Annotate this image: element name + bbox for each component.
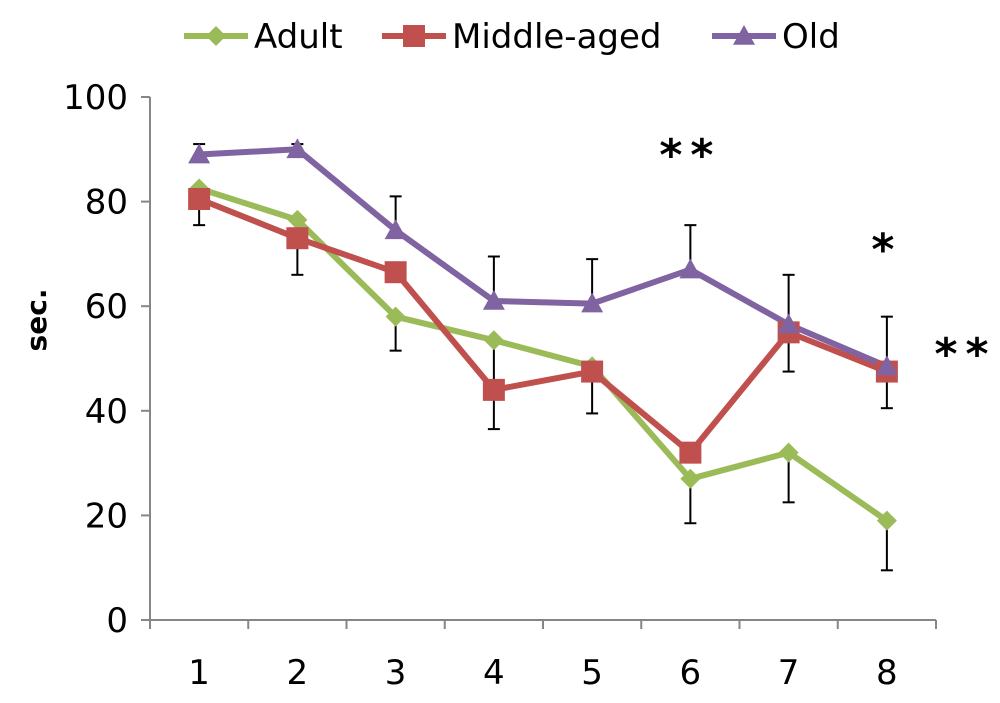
- legend-marker-adult: [206, 26, 226, 46]
- data-point-adult: [876, 510, 897, 531]
- significance-marker: **: [659, 130, 721, 181]
- data-point-old: [777, 313, 800, 334]
- data-point-old: [188, 143, 211, 164]
- data-point-old: [286, 138, 309, 159]
- series-line-adult: [198, 185, 889, 524]
- y-tick-label: 40: [85, 392, 128, 432]
- data-point-adult: [680, 468, 701, 489]
- legend: Adult Middle-aged Old: [184, 17, 840, 57]
- x-tick-label: 7: [778, 653, 800, 693]
- y-tick-label: 60: [85, 287, 128, 327]
- data-point-adult: [287, 209, 308, 230]
- x-tick-label: 3: [385, 653, 407, 693]
- data-point-old: [679, 258, 702, 279]
- data-point-adult: [778, 442, 799, 463]
- x-tick-label: 8: [876, 653, 898, 693]
- x-tick-label: 2: [287, 653, 309, 693]
- legend-marker-old: [733, 25, 755, 45]
- data-point-middle-aged: [581, 360, 604, 383]
- data-point-old: [581, 292, 604, 313]
- data-point-adult: [385, 306, 406, 327]
- x-tick-label: 5: [581, 653, 603, 693]
- y-tick-label: 20: [85, 496, 128, 536]
- series-markers: [188, 138, 898, 531]
- legend-label-old: Old: [782, 17, 840, 57]
- y-tick-label: 0: [106, 601, 128, 641]
- series-line-middle-aged: [198, 196, 888, 456]
- y-axis-label: sec.: [20, 289, 53, 352]
- x-tick-label: 4: [483, 653, 505, 693]
- axes: 0 20 40 60 80 100 1 2 3 4 5 6 7 8: [63, 78, 937, 693]
- significance-annotations: *****: [659, 130, 996, 380]
- significance-marker: **: [934, 329, 996, 380]
- data-point-old: [875, 355, 898, 376]
- data-point-middle-aged: [679, 441, 702, 464]
- series-lines: [198, 146, 889, 524]
- data-point-old: [384, 219, 407, 240]
- y-tick-label: 80: [85, 183, 128, 223]
- series-line-old: [198, 146, 889, 370]
- legend-label-middle-aged: Middle-aged: [452, 17, 662, 57]
- x-tick-label: 1: [188, 653, 210, 693]
- legend-marker-middle-aged: [403, 25, 425, 47]
- data-point-middle-aged: [188, 187, 211, 210]
- x-tick-label: 6: [680, 653, 702, 693]
- legend-label-adult: Adult: [254, 17, 343, 57]
- data-point-adult: [483, 330, 504, 351]
- y-tick-label: 100: [63, 78, 128, 118]
- significance-marker: *: [871, 224, 902, 275]
- data-point-middle-aged: [384, 261, 407, 284]
- data-point-old: [482, 289, 505, 310]
- data-point-middle-aged: [286, 227, 309, 250]
- error-bars: [193, 143, 893, 572]
- data-point-middle-aged: [482, 378, 505, 401]
